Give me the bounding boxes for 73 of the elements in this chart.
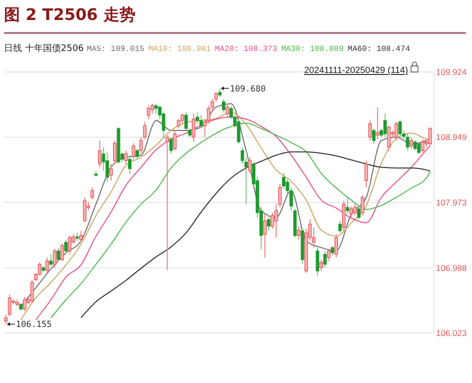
candlestick	[376, 106, 380, 140]
candlestick	[350, 206, 353, 218]
candlestick	[169, 136, 173, 154]
candlestick	[410, 136, 414, 150]
candlestick	[113, 140, 116, 164]
candlestick	[68, 235, 72, 255]
candlestick	[266, 214, 270, 232]
candlestick	[338, 220, 342, 234]
candlestick	[334, 234, 338, 258]
text: MA60: 108.474	[348, 45, 410, 54]
candlestick	[146, 105, 150, 120]
annotation: 109.680	[230, 84, 266, 94]
candlestick	[128, 154, 132, 174]
line-series	[80, 151, 431, 318]
chart-title: 图 2 T2506 走势	[4, 5, 136, 24]
candlestick	[360, 194, 364, 216]
candlestick	[420, 138, 424, 154]
candlestick	[297, 226, 300, 240]
candlestick	[45, 257, 49, 275]
candlestick	[394, 121, 398, 142]
candlestick	[398, 120, 402, 138]
candlestick	[316, 247, 320, 276]
candlestick	[22, 296, 26, 312]
candlestick	[327, 248, 330, 262]
candlestick	[330, 246, 334, 256]
text: MA20: 108.373	[214, 45, 278, 54]
candlestick	[226, 103, 230, 118]
chart-subtitle: 日线 十年国债2506	[4, 43, 84, 54]
y-tick-label: 106.023	[436, 328, 467, 338]
candlestick	[52, 248, 56, 268]
candlestick	[199, 114, 203, 129]
candlestick	[49, 254, 53, 267]
y-tick-label: 107.973	[436, 198, 467, 208]
candlestick	[413, 140, 417, 152]
candlestick	[173, 130, 177, 152]
y-tick-label: 109.924	[436, 67, 467, 77]
candlestick	[132, 142, 136, 160]
candlestick	[353, 204, 357, 216]
candlestick	[64, 239, 68, 254]
candlestick	[222, 98, 226, 113]
candlestick	[180, 113, 184, 124]
candlestick	[387, 125, 391, 152]
candlestick	[357, 206, 360, 220]
candlestick	[79, 230, 83, 242]
candlestick	[428, 126, 432, 146]
candlestick	[124, 150, 128, 164]
candlestick	[56, 247, 60, 262]
candlestick	[248, 156, 252, 174]
candlestick	[192, 113, 196, 142]
text: MA30: 108.089	[281, 45, 344, 54]
text: MA5: 109.015	[86, 45, 145, 54]
y-tick-label: 106.998	[436, 262, 467, 273]
candlestick	[263, 214, 267, 258]
candlestick	[136, 148, 139, 160]
text: MA10: 108.981	[148, 45, 211, 54]
candlestick	[364, 160, 368, 188]
candlestick	[98, 140, 102, 168]
candlestick	[166, 134, 170, 271]
candlestick	[372, 128, 376, 144]
candlestick	[346, 196, 350, 215]
candlestick	[342, 200, 346, 232]
candlestick	[196, 112, 200, 124]
candlestick	[417, 141, 421, 154]
candlestick	[90, 186, 94, 200]
candlestick	[383, 113, 387, 138]
y-tick-label: 108.949	[436, 132, 467, 142]
annotation: 20241111-20250429 (114)	[304, 65, 408, 75]
annotation: 106.155	[16, 320, 52, 330]
candlestick	[368, 120, 372, 142]
candlestick	[60, 243, 64, 262]
candlestick	[320, 259, 323, 272]
candlestick	[83, 196, 86, 223]
candlestick	[406, 133, 410, 152]
